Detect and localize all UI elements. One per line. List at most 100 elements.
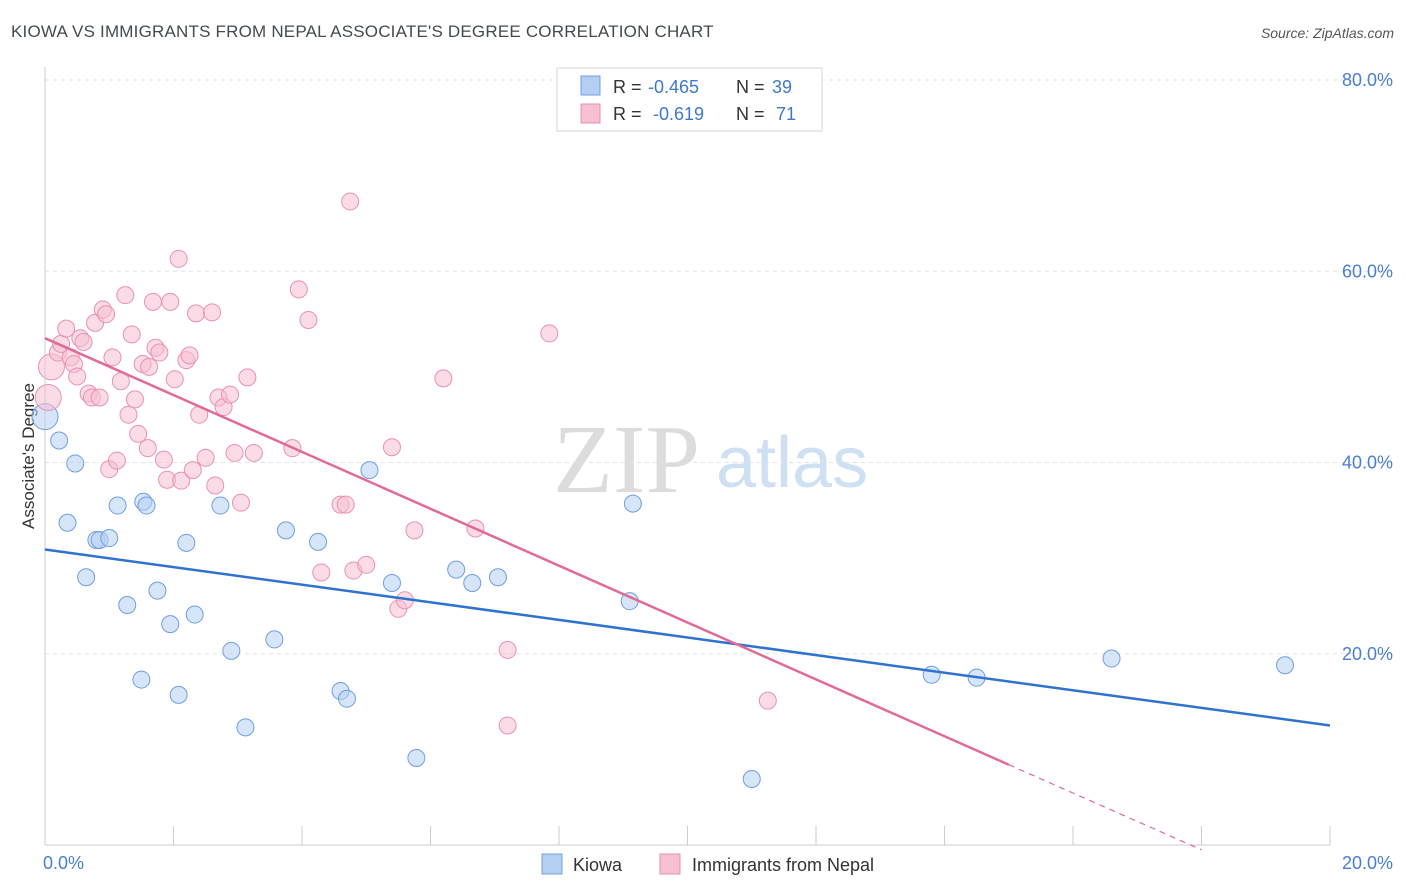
- nepal-point: [172, 471, 191, 490]
- kiowa-point: [58, 513, 77, 532]
- nepal-point: [103, 348, 122, 367]
- kiowa-point: [169, 685, 188, 704]
- nepal-point: [169, 249, 188, 268]
- y-axis-label: Associate's Degree: [19, 383, 38, 529]
- nepal-point: [180, 346, 199, 365]
- nepal-point: [382, 438, 401, 457]
- nepal-point: [221, 385, 240, 404]
- tick-labels: 20.0% 40.0% 60.0% 80.0% 0.0% 20.0%: [43, 70, 1393, 873]
- nepal-point: [129, 424, 148, 443]
- kiowa-point: [177, 533, 196, 552]
- nepal-point: [140, 357, 159, 376]
- kiowa-point: [148, 581, 167, 600]
- kiowa-point: [77, 568, 96, 587]
- nepal-point: [289, 280, 308, 299]
- legend-swatch-nepal: [580, 103, 601, 124]
- series-legend-swatch-nepal: [659, 853, 681, 875]
- kiowa-point: [132, 670, 151, 689]
- kiowa-point: [922, 665, 941, 684]
- nepal-point: [90, 388, 109, 407]
- nepal-point: [540, 324, 559, 343]
- nepal-point: [498, 640, 517, 659]
- nepal-point: [183, 461, 202, 480]
- nepal-point: [405, 521, 424, 540]
- kiowa-point: [623, 494, 642, 513]
- x-tick-label: 0.0%: [43, 853, 84, 873]
- nepal-point: [154, 450, 173, 469]
- nepal-point: [357, 555, 376, 574]
- nepal-point: [336, 495, 355, 514]
- nepal-point: [125, 390, 144, 409]
- nepal-trend-line: [44, 337, 1010, 766]
- legend-r-value-nepal: -0.619: [653, 104, 704, 124]
- kiowa-point: [360, 461, 379, 480]
- nepal-point: [225, 443, 244, 462]
- kiowa-point: [50, 431, 69, 450]
- nepal-point: [231, 493, 250, 512]
- chart-title: KIOWA VS IMMIGRANTS FROM NEPAL ASSOCIATE…: [11, 22, 714, 41]
- kiowa-point: [185, 605, 204, 624]
- nepal-point: [57, 319, 76, 338]
- correlation-legend: R = -0.465 N = 39 R = -0.619 N = 71: [556, 67, 823, 132]
- kiowa-point: [265, 630, 284, 649]
- kiowa-point: [276, 521, 295, 540]
- kiowa-point: [222, 641, 241, 660]
- y-tick-label: 60.0%: [1342, 261, 1393, 281]
- nepal-point: [116, 286, 135, 305]
- y-tick-label: 80.0%: [1342, 70, 1393, 90]
- kiowa-point: [100, 529, 119, 548]
- legend-n-value-kiowa: 39: [772, 77, 792, 97]
- nepal-point: [434, 369, 453, 388]
- kiowa-point: [236, 718, 255, 737]
- series-legend: Kiowa Immigrants from Nepal: [541, 853, 874, 875]
- nepal-point: [97, 305, 116, 324]
- axes: [44, 67, 1331, 846]
- kiowa-trend-line: [44, 548, 1331, 727]
- nepal-point: [161, 292, 180, 311]
- kiowa-point: [118, 595, 137, 614]
- nepal-point: [165, 370, 184, 389]
- nepal-point: [341, 192, 360, 211]
- trend-lines: [44, 337, 1331, 851]
- kiowa-point: [108, 496, 127, 515]
- chart-source: Source: ZipAtlas.com: [1260, 25, 1394, 41]
- legend-n-label-nepal: N =: [736, 104, 765, 124]
- nepal-point: [68, 367, 87, 386]
- legend-r-value-kiowa: -0.465: [648, 77, 699, 97]
- kiowa-point: [66, 454, 85, 473]
- legend-box: [556, 67, 823, 132]
- nepal-point: [119, 405, 138, 424]
- kiowa-point: [1102, 649, 1121, 668]
- y-tick-label: 40.0%: [1342, 453, 1393, 473]
- nepal-point: [196, 448, 215, 467]
- series-legend-swatch-kiowa: [541, 853, 563, 875]
- nepal-point: [238, 368, 257, 387]
- kiowa-point: [1276, 656, 1295, 675]
- kiowa-point: [447, 560, 466, 579]
- nepal-point: [34, 383, 62, 411]
- y-tick-label: 20.0%: [1342, 644, 1393, 664]
- kiowa-point: [488, 568, 507, 587]
- nepal-point: [312, 563, 331, 582]
- nepal-trend-extension: [1008, 764, 1202, 851]
- kiowa-point: [382, 573, 401, 592]
- legend-n-label-kiowa: N =: [736, 77, 765, 97]
- nepal-point: [107, 451, 126, 470]
- kiowa-point: [161, 615, 180, 634]
- series-legend-label-nepal: Immigrants from Nepal: [692, 855, 874, 875]
- legend-swatch-kiowa: [580, 75, 601, 96]
- series-legend-label-kiowa: Kiowa: [573, 855, 623, 875]
- nepal-point: [203, 303, 222, 322]
- nepal-point: [74, 333, 93, 352]
- kiowa-point: [463, 573, 482, 592]
- kiowa-point: [211, 496, 230, 515]
- nepal-point: [758, 691, 777, 710]
- nepal-point: [299, 311, 318, 330]
- gridlines: [45, 79, 1392, 655]
- nepal-point: [186, 304, 205, 323]
- legend-n-value-nepal: 71: [776, 104, 796, 124]
- nepal-point: [150, 343, 169, 362]
- legend-r-label-nepal: R =: [613, 104, 642, 124]
- nepal-point: [206, 476, 225, 495]
